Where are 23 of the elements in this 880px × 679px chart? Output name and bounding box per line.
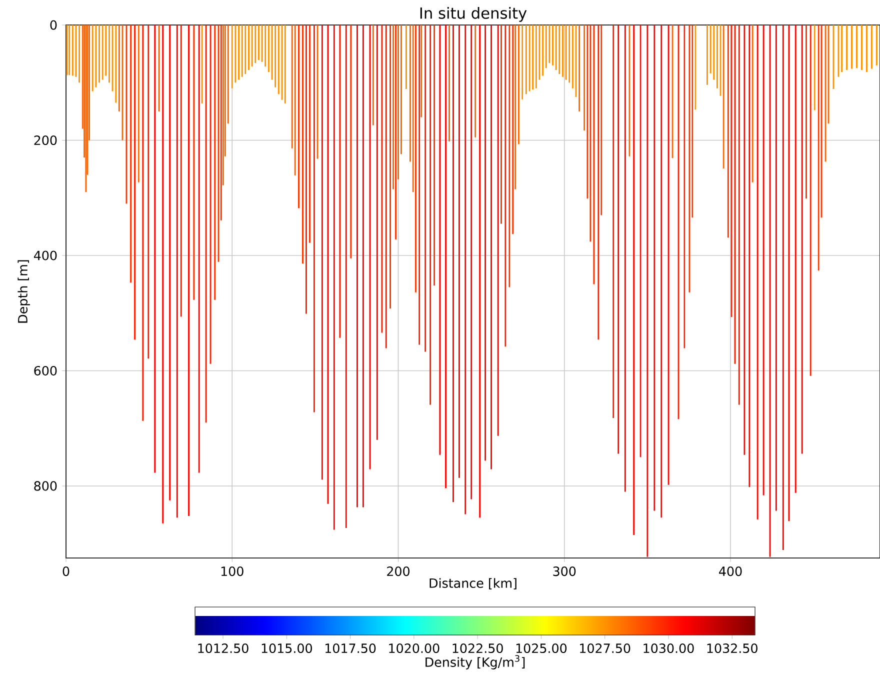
y-axis-title: Depth [m] xyxy=(18,260,30,323)
color-bar-title: Density [Kg/m$^{3}$] xyxy=(426,655,525,670)
x-tick-label: 300 xyxy=(553,566,576,576)
x-tick-label: 200 xyxy=(387,566,410,576)
color-bar-label: 1025.00 xyxy=(516,643,567,654)
y-tick-label: 0 xyxy=(50,20,57,30)
color-bar-label: 1020.00 xyxy=(389,643,440,654)
color-bar-label: 1030.00 xyxy=(644,643,694,654)
color-bar-label: 1012.50 xyxy=(198,643,248,654)
color-bar-label: 1015.00 xyxy=(262,643,312,654)
color-bar-label: 1027.50 xyxy=(580,643,630,654)
x-tick-label: 0 xyxy=(62,566,70,576)
x-tick-label: 100 xyxy=(221,566,244,576)
y-tick-label: 200 xyxy=(34,135,57,146)
chart-title: In situ density xyxy=(420,7,527,22)
y-tick-label: 600 xyxy=(34,366,57,376)
color-bar-label: 1032.50 xyxy=(707,643,758,654)
color-bar-label: 1017.50 xyxy=(326,643,376,654)
x-axis-title: Distance [km] xyxy=(430,578,516,590)
y-tick-label: 400 xyxy=(34,250,57,260)
y-tick-label: 800 xyxy=(34,481,57,491)
x-tick-label: 400 xyxy=(719,566,742,576)
color-bar-label: 1022.50 xyxy=(452,643,503,654)
